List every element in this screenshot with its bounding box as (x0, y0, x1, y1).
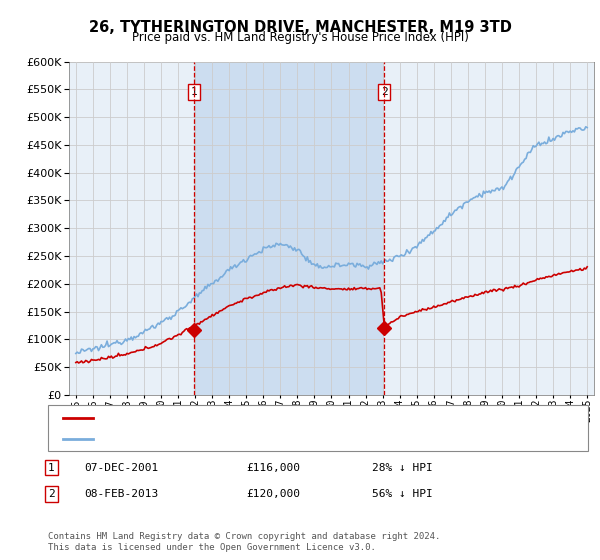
Text: 28% ↓ HPI: 28% ↓ HPI (372, 463, 433, 473)
Text: 1: 1 (48, 463, 55, 473)
Text: 26, TYTHERINGTON DRIVE, MANCHESTER, M19 3TD (detached house): 26, TYTHERINGTON DRIVE, MANCHESTER, M19 … (99, 413, 474, 423)
Text: HPI: Average price, detached house, Stockport: HPI: Average price, detached house, Stoc… (99, 435, 380, 444)
Text: 56% ↓ HPI: 56% ↓ HPI (372, 489, 433, 499)
Text: Contains HM Land Registry data © Crown copyright and database right 2024.
This d: Contains HM Land Registry data © Crown c… (48, 532, 440, 552)
Bar (194, 62, 385, 395)
Text: 08-FEB-2013: 08-FEB-2013 (84, 489, 158, 499)
Text: £120,000: £120,000 (246, 489, 300, 499)
Text: 1: 1 (190, 87, 197, 97)
Text: £116,000: £116,000 (246, 463, 300, 473)
Text: 07-DEC-2001: 07-DEC-2001 (84, 463, 158, 473)
Text: Price paid vs. HM Land Registry's House Price Index (HPI): Price paid vs. HM Land Registry's House … (131, 31, 469, 44)
Text: 2: 2 (381, 87, 388, 97)
Text: 2: 2 (48, 489, 55, 499)
Text: 26, TYTHERINGTON DRIVE, MANCHESTER, M19 3TD: 26, TYTHERINGTON DRIVE, MANCHESTER, M19 … (89, 20, 511, 35)
